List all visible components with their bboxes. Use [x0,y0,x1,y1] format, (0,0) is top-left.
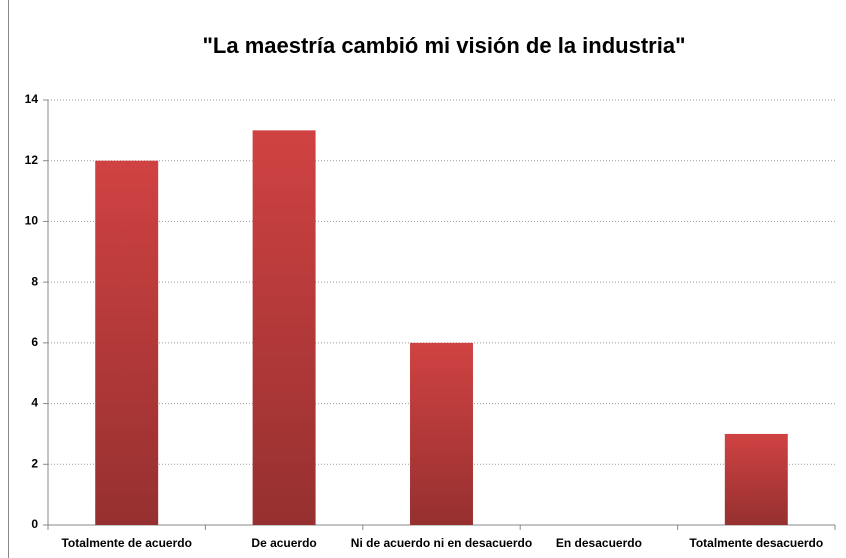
bar [724,433,788,525]
x-tick-label: Totalmente desacuerdo [689,536,823,550]
bar [252,130,316,525]
y-tick-label: 10 [25,214,39,228]
y-tick-label: 12 [25,153,39,167]
x-tick-label: De acuerdo [251,536,316,550]
y-tick-label: 2 [31,456,38,470]
chart-title: "La maestría cambió mi visión de la indu… [202,33,685,58]
y-tick-label: 4 [31,396,38,410]
x-tick-label: Ni de acuerdo ni en desacuerdo [351,536,532,550]
y-tick-label: 6 [31,335,38,349]
y-tick-label: 0 [31,517,38,531]
x-tick-label: En desacuerdo [556,536,642,550]
bar [95,160,159,525]
bar [410,342,473,525]
x-tick-label: Totalmente de acuerdo [61,536,191,550]
y-tick-label: 14 [25,92,39,106]
y-tick-label: 8 [31,274,38,288]
